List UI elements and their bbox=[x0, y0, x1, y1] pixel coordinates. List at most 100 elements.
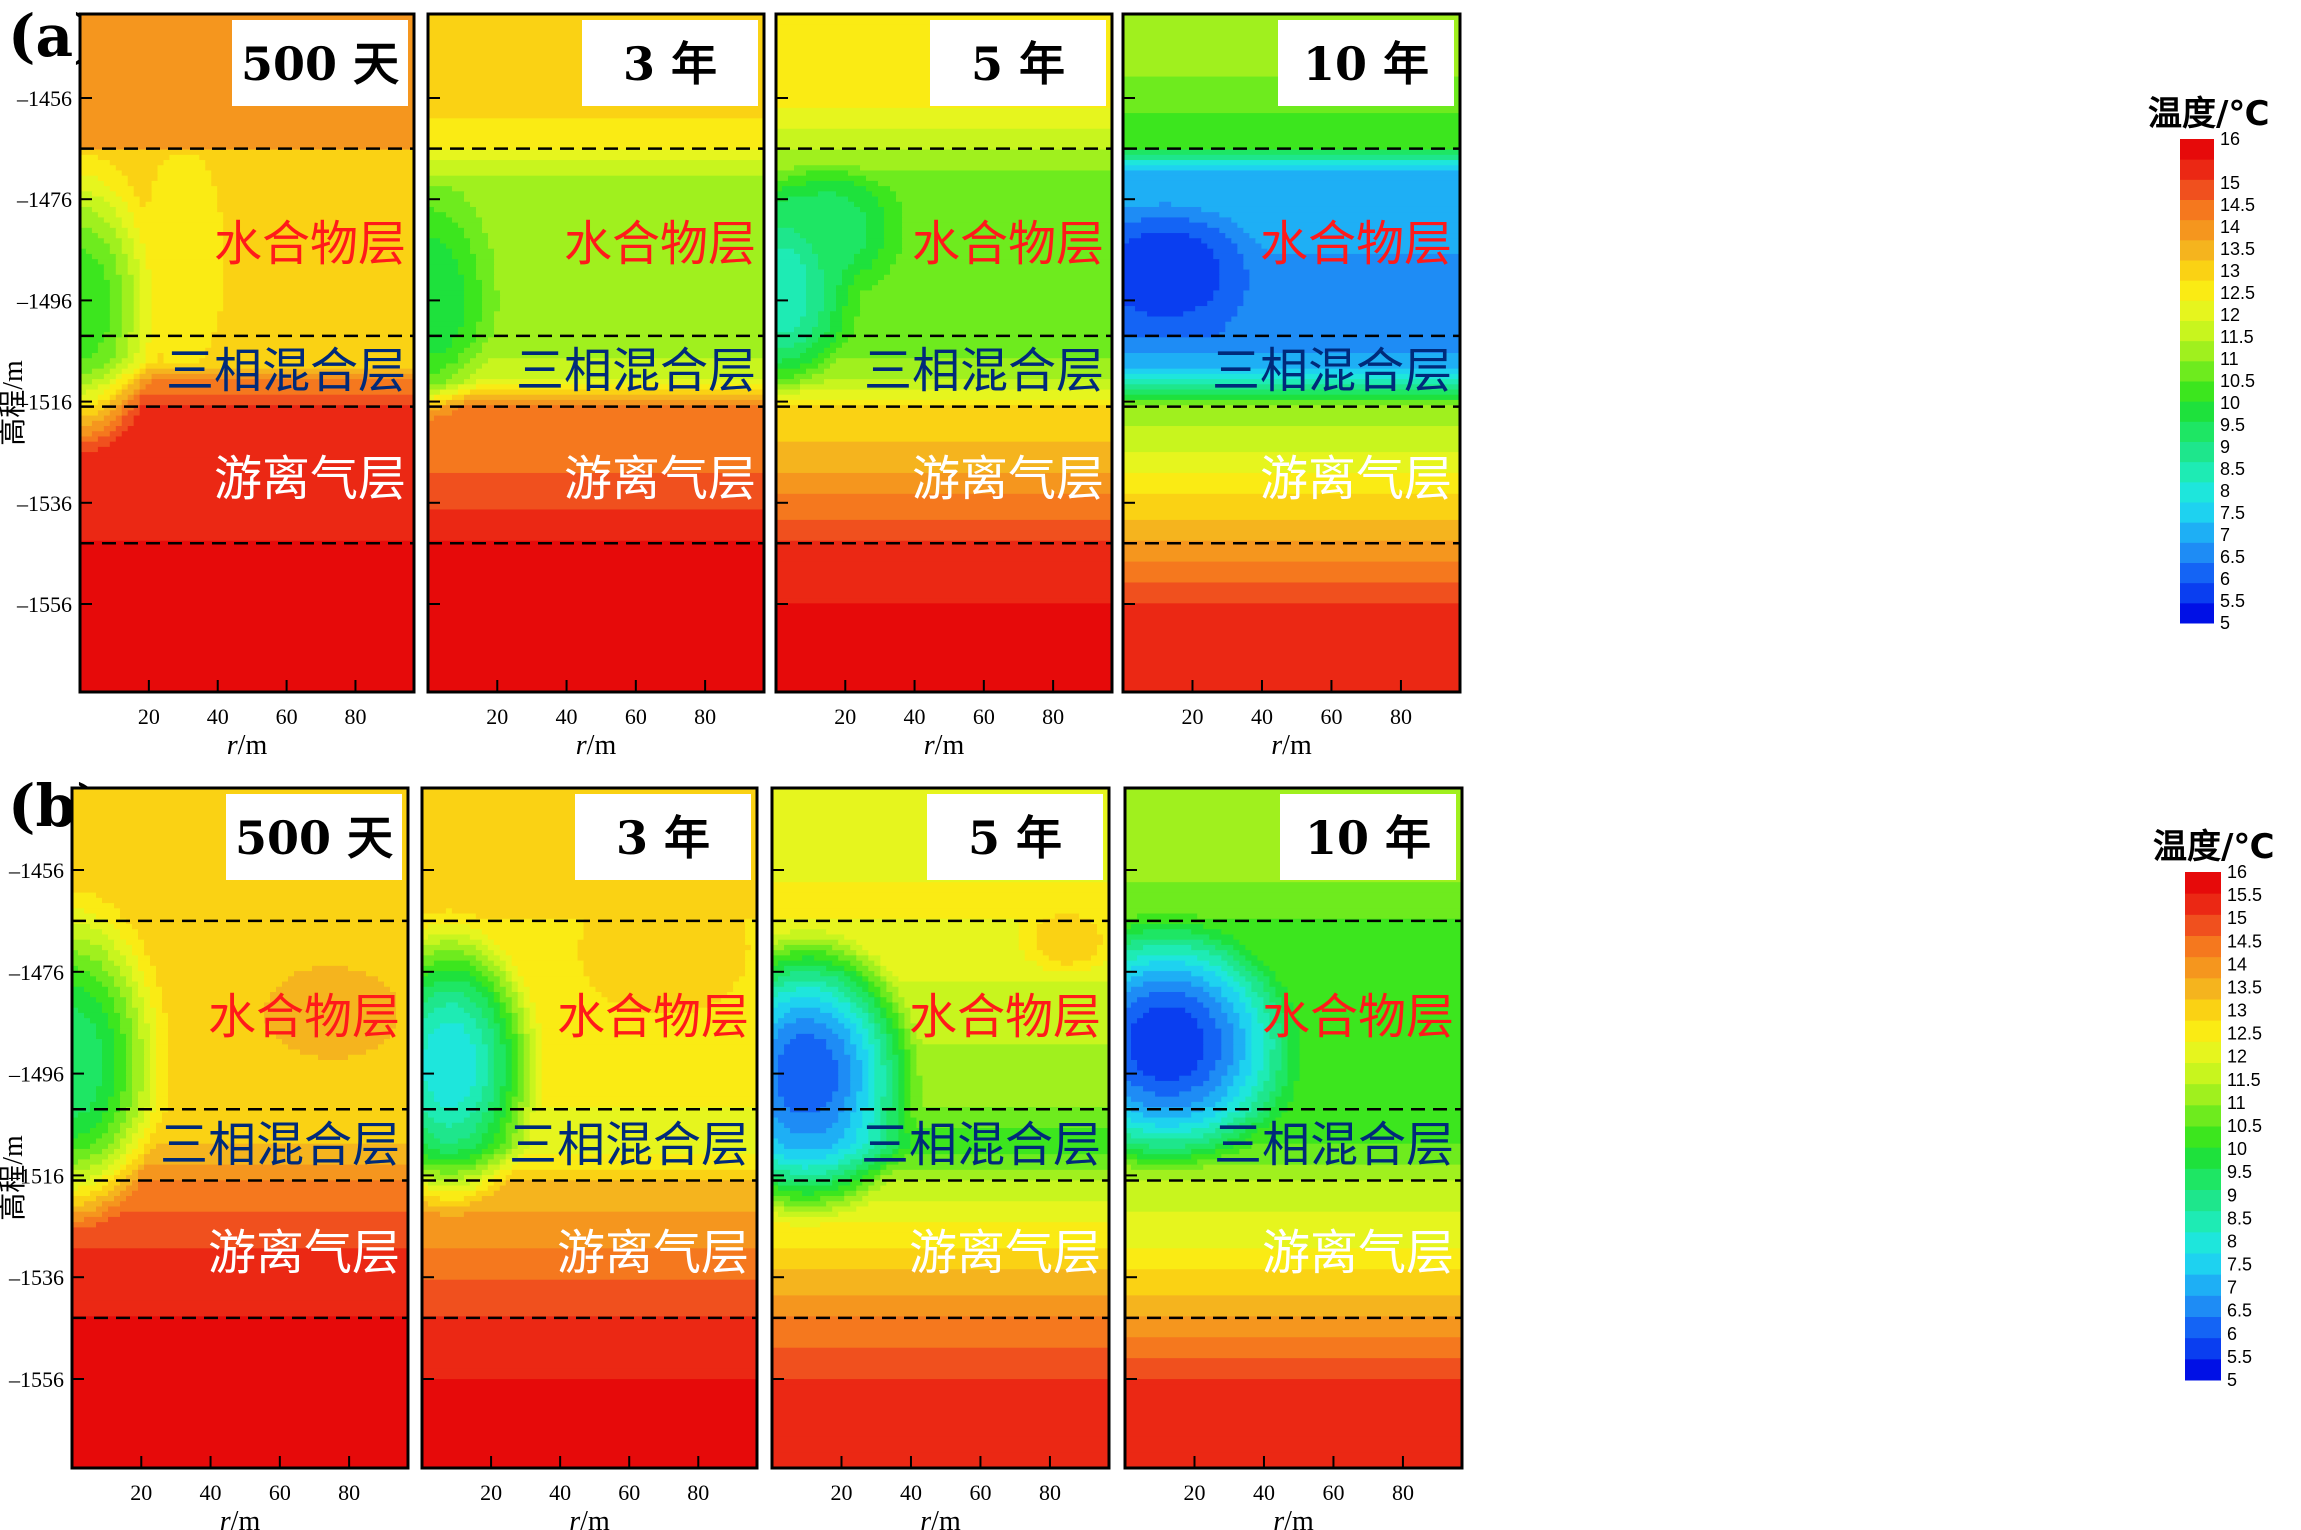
colorbar-tick-label: 9.5 bbox=[2227, 1162, 2252, 1182]
colorbar-swatch bbox=[2180, 159, 2214, 180]
colorbar-tick-label: 6 bbox=[2227, 1324, 2237, 1344]
colorbar-swatch bbox=[2180, 219, 2214, 241]
x-tick-label: 80 bbox=[687, 1480, 709, 1505]
layer-label: 游离气层 bbox=[208, 1225, 400, 1281]
time-label-box bbox=[927, 794, 1103, 880]
layer-label: 三相混合层 bbox=[166, 343, 406, 399]
colorbar-tick-label: 15.5 bbox=[2227, 885, 2262, 905]
y-tick-label: –1516 bbox=[8, 1163, 64, 1188]
layer-label: 游离气层 bbox=[1262, 1225, 1454, 1281]
layer-label: 游离气层 bbox=[912, 451, 1104, 507]
x-axis-label: r/m bbox=[220, 1506, 261, 1530]
x-tick-label: 40 bbox=[200, 1480, 222, 1505]
time-label: 5 年 bbox=[971, 37, 1065, 91]
colorbar-tick-label: 10.5 bbox=[2220, 371, 2255, 391]
colorbar-swatch bbox=[2185, 893, 2221, 915]
layer-label: 三相混合层 bbox=[1214, 1117, 1454, 1173]
panel-frame bbox=[420, 786, 759, 1470]
x-tick-label: 80 bbox=[344, 704, 366, 729]
colorbar-tick-label: 12 bbox=[2227, 1047, 2247, 1067]
x-tick-label: 80 bbox=[338, 1480, 360, 1505]
colorbar-tick-label: 8 bbox=[2227, 1231, 2237, 1251]
colorbar-tick-label: 10.5 bbox=[2227, 1116, 2262, 1136]
colorbar-swatch bbox=[2180, 401, 2214, 422]
colorbar-swatch bbox=[2180, 542, 2214, 563]
colorbar-tick-label: 11.5 bbox=[2220, 327, 2254, 347]
colorbar-swatch bbox=[2185, 914, 2221, 936]
y-axis-label: 高程/m bbox=[0, 1135, 29, 1221]
colorbar-swatch bbox=[2180, 320, 2214, 342]
colorbar-swatch bbox=[2185, 1358, 2221, 1381]
colorbar-tick-label: 13 bbox=[2227, 1001, 2247, 1021]
panel-frame bbox=[78, 12, 416, 694]
colorbar-swatch bbox=[2185, 1020, 2221, 1042]
colorbar-tick-label: 5.5 bbox=[2220, 591, 2245, 611]
colorbar-swatch bbox=[2185, 1168, 2221, 1190]
layer-label: 水合物层 bbox=[1262, 989, 1454, 1045]
time-label: 3 年 bbox=[623, 37, 717, 91]
time-label: 10 年 bbox=[1303, 37, 1429, 91]
colorbar-swatch bbox=[2185, 1147, 2221, 1169]
time-label-box bbox=[1280, 794, 1456, 880]
colorbar-tick-label: 9 bbox=[2227, 1185, 2237, 1205]
panel-frame bbox=[426, 12, 766, 694]
colorbar-swatch bbox=[2185, 1274, 2221, 1296]
colorbar-title: 温度/℃ bbox=[2148, 94, 2270, 134]
colorbar-tick-label: 12.5 bbox=[2227, 1024, 2262, 1044]
colorbar-swatch bbox=[2180, 522, 2214, 543]
x-tick-label: 20 bbox=[830, 1480, 852, 1505]
layer-label: 水合物层 bbox=[208, 989, 400, 1045]
colorbar-swatch bbox=[2180, 239, 2214, 261]
colorbar-swatch bbox=[2180, 360, 2214, 382]
time-label: 500 天 bbox=[241, 37, 399, 91]
layer-label: 三相混合层 bbox=[861, 1117, 1101, 1173]
y-tick-label: –1476 bbox=[16, 187, 72, 212]
x-tick-label: 40 bbox=[904, 704, 926, 729]
colorbar-swatch bbox=[2185, 1104, 2221, 1127]
colorbar-swatch bbox=[2180, 300, 2214, 321]
layer-label: 水合物层 bbox=[1260, 216, 1452, 272]
y-tick-label: –1476 bbox=[8, 960, 64, 985]
x-tick-label: 80 bbox=[1392, 1480, 1414, 1505]
colorbar-tick-label: 12 bbox=[2220, 305, 2240, 325]
layer-label: 三相混合层 bbox=[509, 1117, 749, 1173]
colorbar-tick-label: 5 bbox=[2220, 613, 2230, 633]
panel-frame bbox=[770, 786, 1111, 1470]
layer-label: 三相混合层 bbox=[160, 1117, 400, 1173]
colorbar-b: 温度/℃16 15.5 15 14.5 14 13.5 13 12.5 12 11.5 11 10.5… bbox=[2153, 827, 2275, 1390]
layer-label: 三相混合层 bbox=[864, 343, 1104, 399]
colorbar-tick-label: 9 bbox=[2220, 437, 2230, 457]
colorbar-tick-label: 7 bbox=[2220, 525, 2230, 545]
x-tick-label: 40 bbox=[1253, 1480, 1275, 1505]
time-label-box bbox=[930, 20, 1106, 106]
x-tick-label: 40 bbox=[207, 704, 229, 729]
x-tick-label: 60 bbox=[1320, 704, 1342, 729]
colorbar-swatch bbox=[2185, 1126, 2221, 1148]
colorbar-swatch bbox=[2185, 1231, 2221, 1254]
colorbar-tick-label: 6 bbox=[2220, 569, 2230, 589]
layer-label: 三相混合层 bbox=[1212, 343, 1452, 399]
colorbar-tick-label: 8 bbox=[2220, 481, 2230, 501]
heatmap-field bbox=[1125, 788, 1462, 1468]
time-label-box bbox=[582, 20, 758, 106]
time-label: 3 年 bbox=[616, 811, 710, 865]
time-label: 5 年 bbox=[968, 811, 1062, 865]
x-axis-label: r/m bbox=[576, 730, 617, 761]
colorbar-tick-label: 14.5 bbox=[2227, 931, 2262, 951]
colorbar-swatch bbox=[2180, 481, 2214, 503]
colorbar-swatch bbox=[2185, 1041, 2221, 1063]
y-tick-label: –1536 bbox=[8, 1265, 64, 1290]
colorbar-swatch bbox=[2185, 956, 2221, 979]
y-axis-label: 高程/m bbox=[0, 360, 29, 446]
colorbar-swatch bbox=[2185, 1316, 2221, 1339]
colorbar-swatch bbox=[2180, 421, 2214, 442]
colorbar-swatch bbox=[2180, 461, 2214, 483]
colorbar-tick-label: 6.5 bbox=[2227, 1301, 2252, 1321]
colorbar-tick-label: 15 bbox=[2220, 173, 2240, 193]
x-tick-label: 20 bbox=[480, 1480, 502, 1505]
colorbar-tick-label: 11.5 bbox=[2227, 1070, 2261, 1090]
